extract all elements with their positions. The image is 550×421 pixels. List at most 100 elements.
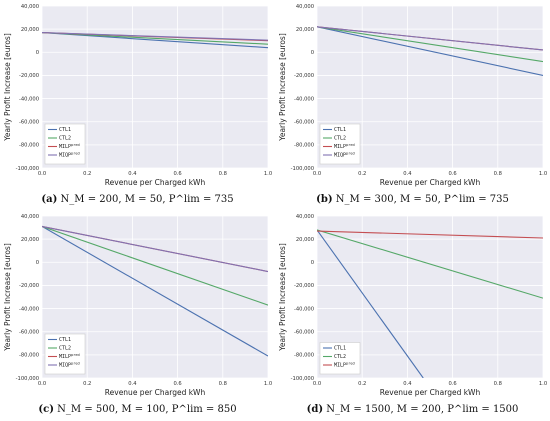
series-line-a-ctl1 xyxy=(42,32,268,49)
caption-d-tag: (d) xyxy=(306,404,324,415)
x-tick-label-b-4: 0.8 xyxy=(494,171,502,177)
x-tick-label-c-4: 0.8 xyxy=(219,381,227,387)
caption-a-text: N_M = 200, M = 50, P^lim = 735 xyxy=(60,194,234,205)
y-tick-label-c-2: -60,000 xyxy=(19,330,39,336)
x-tick-label-a-4: 0.8 xyxy=(219,171,227,177)
series-group-a xyxy=(42,32,268,49)
legend-label-a-3: MIQPpred xyxy=(59,152,80,159)
legend-label-a-1: CTL2 xyxy=(59,136,71,142)
chart-c: 0.0 0.2 0.4 0.6 0.8 1.0 -100,000 -80,000 -60,000… xyxy=(3,214,272,397)
chart-panel-a: 0.0 0.2 0.4 0.6 0.8 1.0 -100,000 -80,000 -60,000… xyxy=(0,0,275,210)
x-tick-label-d-0: 0.0 xyxy=(313,381,321,387)
y-tick-label-c-5: 0 xyxy=(36,260,39,266)
y-tick-label-a-5: 0 xyxy=(36,50,39,56)
x-tick-label-d-1: 0.2 xyxy=(358,381,366,387)
y-tick-label-c-3: -40,000 xyxy=(19,306,39,312)
series-line-d-milp xyxy=(317,230,543,239)
caption-d-text: N_M = 1500, M = 200, P^lim = 1500 xyxy=(326,404,519,415)
y-tick-label-c-4: -20,000 xyxy=(19,283,39,289)
y-tick-label-b-5: 0 xyxy=(311,50,314,56)
legend-label-b-0: CTL1 xyxy=(334,127,346,133)
caption-c-tag: (c) xyxy=(38,404,54,415)
series-group-d xyxy=(317,229,543,378)
y-tick-label-b-1: -80,000 xyxy=(294,143,314,149)
y-tick-label-b-0: -100,000 xyxy=(291,166,314,172)
caption-c: (c) N_M = 500, M = 100, P^lim = 850 xyxy=(0,404,275,415)
x-axis-label-c: Revenue per Charged kWh xyxy=(105,388,206,397)
y-axis-label-d: Yearly Profit Increase [euros] xyxy=(278,243,287,352)
legend-label-b-2: MILPpred xyxy=(334,143,355,150)
legend-label-c-1: CTL2 xyxy=(59,346,71,352)
y-tick-label-b-7: 40,000 xyxy=(296,4,314,10)
x-tick-label-a-3: 0.6 xyxy=(173,171,181,177)
series-line-c-ctl2 xyxy=(42,225,268,306)
y-tick-label-d-2: -60,000 xyxy=(294,330,314,336)
legend-box-c xyxy=(44,333,86,375)
x-tick-label-c-0: 0.0 xyxy=(38,381,46,387)
chart-panel-b: 0.0 0.2 0.4 0.6 0.8 1.0 -100,000 -80,000 -60,000… xyxy=(275,0,550,210)
x-tick-label-d-3: 0.6 xyxy=(448,381,456,387)
y-tick-label-a-6: 20,000 xyxy=(21,27,39,33)
y-tick-label-d-7: 40,000 xyxy=(296,214,314,220)
caption-b-tag: (b) xyxy=(316,194,333,205)
series-line-d-ctl1 xyxy=(317,229,424,378)
series-group-b xyxy=(317,26,543,76)
series-line-a-miqp xyxy=(42,32,268,41)
series-line-a-ctl2 xyxy=(42,32,268,45)
caption-b-text: N_M = 300, M = 50, P^lim = 735 xyxy=(335,194,509,205)
y-tick-label-d-4: -20,000 xyxy=(294,283,314,289)
legend-label-b-3: MIQPpred xyxy=(334,152,355,159)
legend-box-a xyxy=(44,123,86,165)
x-axis-label-d: Revenue per Charged kWh xyxy=(380,388,481,397)
x-tick-label-a-2: 0.4 xyxy=(128,171,137,177)
x-tick-label-a-1: 0.2 xyxy=(83,171,91,177)
y-tick-label-d-1: -80,000 xyxy=(294,353,314,359)
series-group-c xyxy=(42,225,268,357)
x-axis-label-b: Revenue per Charged kWh xyxy=(380,178,481,187)
x-tick-label-b-3: 0.6 xyxy=(448,171,456,177)
caption-d: (d) N_M = 1500, M = 200, P^lim = 1500 xyxy=(275,404,550,415)
y-tick-label-b-6: 20,000 xyxy=(296,27,314,33)
y-tick-label-d-6: 20,000 xyxy=(296,237,314,243)
series-line-b-ctl2 xyxy=(317,26,543,63)
x-tick-label-c-5: 1.0 xyxy=(264,381,272,387)
legend-label-d-1: CTL2 xyxy=(334,354,346,360)
legend-label-d-2: MILPpred xyxy=(334,362,355,369)
x-tick-label-d-4: 0.8 xyxy=(494,381,502,387)
y-tick-label-a-3: -40,000 xyxy=(19,96,39,102)
legend-label-a-0: CTL1 xyxy=(59,127,71,133)
x-tick-label-b-2: 0.4 xyxy=(403,171,412,177)
caption-b: (b) N_M = 300, M = 50, P^lim = 735 xyxy=(275,194,550,205)
y-tick-label-c-6: 20,000 xyxy=(21,237,39,243)
x-tick-label-c-3: 0.6 xyxy=(173,381,181,387)
y-tick-label-c-7: 40,000 xyxy=(21,214,39,220)
legend-box-b xyxy=(319,123,361,165)
y-tick-label-a-2: -60,000 xyxy=(19,120,39,126)
x-tick-label-b-5: 1.0 xyxy=(539,171,547,177)
y-axis-label-b: Yearly Profit Increase [euros] xyxy=(278,33,287,142)
legend-label-a-2: MILPpred xyxy=(59,143,80,150)
series-line-b-miqp xyxy=(317,26,543,51)
x-tick-label-c-1: 0.2 xyxy=(83,381,91,387)
x-tick-label-b-0: 0.0 xyxy=(313,171,321,177)
series-line-c-miqp xyxy=(42,225,268,273)
x-tick-label-c-2: 0.4 xyxy=(128,381,137,387)
y-tick-label-a-4: -20,000 xyxy=(19,73,39,79)
chart-a: 0.0 0.2 0.4 0.6 0.8 1.0 -100,000 -80,000 -60,000… xyxy=(3,4,272,187)
series-line-c-ctl1 xyxy=(42,225,268,357)
y-tick-label-d-3: -40,000 xyxy=(294,306,314,312)
x-axis-label-a: Revenue per Charged kWh xyxy=(105,178,206,187)
x-tick-label-d-2: 0.4 xyxy=(403,381,412,387)
y-tick-label-b-3: -40,000 xyxy=(294,96,314,102)
legend-label-b-1: CTL2 xyxy=(334,136,346,142)
series-line-d-ctl2 xyxy=(317,229,543,299)
y-tick-label-b-4: -20,000 xyxy=(294,73,314,79)
y-tick-label-a-1: -80,000 xyxy=(19,143,39,149)
y-tick-label-a-7: 40,000 xyxy=(21,4,39,10)
caption-a-tag: (a) xyxy=(41,194,58,205)
chart-panel-c: 0.0 0.2 0.4 0.6 0.8 1.0 -100,000 -80,000 -60,000… xyxy=(0,210,275,420)
x-tick-label-a-5: 1.0 xyxy=(264,171,272,177)
y-axis-label-c: Yearly Profit Increase [euros] xyxy=(3,243,12,352)
caption-a: (a) N_M = 200, M = 50, P^lim = 735 xyxy=(0,194,275,205)
chart-panel-d: 0.0 0.2 0.4 0.6 0.8 1.0 -100,000 -80,000 -60,000… xyxy=(275,210,550,420)
